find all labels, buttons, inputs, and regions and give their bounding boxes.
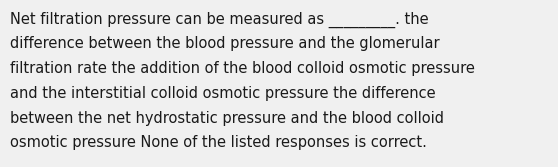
Text: and the interstitial colloid osmotic pressure the difference: and the interstitial colloid osmotic pre… [10, 86, 436, 101]
Text: osmotic pressure None of the listed responses is correct.: osmotic pressure None of the listed resp… [10, 135, 427, 150]
Text: difference between the blood pressure and the glomerular: difference between the blood pressure an… [10, 36, 440, 51]
Text: Net filtration pressure can be measured as _________. the: Net filtration pressure can be measured … [10, 12, 429, 28]
Text: between the net hydrostatic pressure and the blood colloid: between the net hydrostatic pressure and… [10, 111, 444, 126]
Text: filtration rate the addition of the blood colloid osmotic pressure: filtration rate the addition of the bloo… [10, 61, 475, 76]
